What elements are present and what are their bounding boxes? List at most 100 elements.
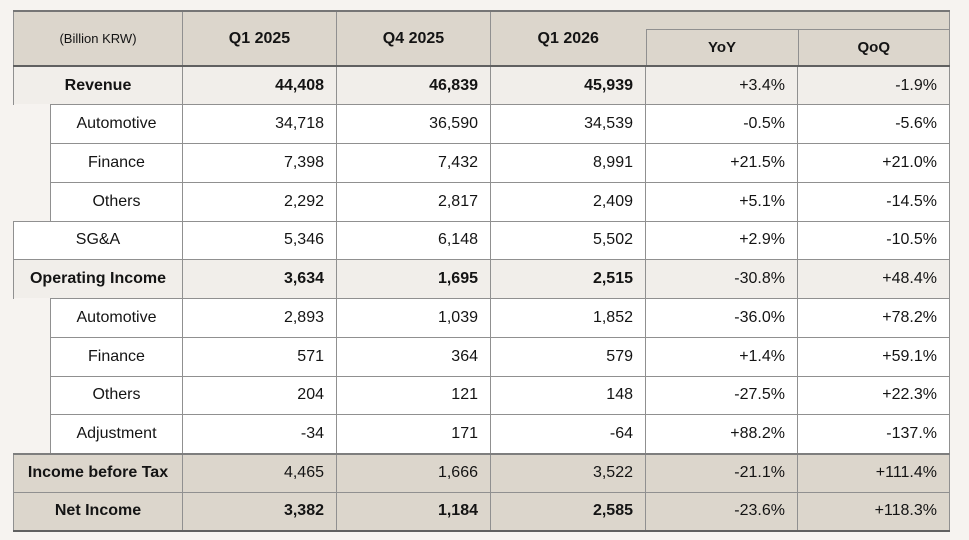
table-row-revenue-finance: Finance 7,398 7,432 8,991 +21.5% +21.0% (14, 143, 950, 183)
value-cell: 7,398 (182, 143, 337, 183)
value-cell: 6,148 (336, 220, 491, 260)
qoq-cell: +118.3% (797, 491, 950, 532)
value-cell: 4,465 (182, 452, 337, 493)
value-cell: 1,184 (336, 491, 491, 532)
column-header-qoq: QoQ (797, 10, 950, 66)
qoq-cell: -10.5% (797, 220, 950, 260)
qoq-cell: +59.1% (797, 336, 950, 376)
yoy-cell: -27.5% (645, 375, 798, 415)
indent-spacer (14, 415, 51, 454)
yoy-cell: +3.4% (645, 65, 798, 105)
value-cell: 2,409 (490, 181, 646, 221)
row-label: Others (50, 181, 183, 221)
value-cell: 2,292 (182, 181, 337, 221)
table-row-sga: SG&A 5,346 6,148 5,502 +2.9% -10.5% (13, 220, 950, 260)
value-cell: 34,539 (490, 104, 646, 144)
value-cell: 2,893 (182, 298, 337, 338)
value-cell: 7,432 (336, 143, 491, 183)
row-label: Automotive (50, 104, 183, 144)
table-row-revenue-automotive: Automotive 34,718 36,590 34,539 -0.5% -5… (14, 104, 950, 144)
value-cell: -64 (490, 414, 646, 454)
value-cell: 1,666 (336, 452, 491, 493)
yoy-cell: -30.8% (645, 259, 798, 299)
indent-spacer (14, 105, 51, 144)
row-label: Income before Tax (13, 452, 183, 493)
value-cell: 8,991 (490, 143, 646, 183)
yoy-cell: -0.5% (645, 104, 798, 144)
indent-spacer (14, 376, 51, 415)
qoq-cell: +111.4% (797, 452, 950, 493)
value-cell: 171 (336, 414, 491, 454)
value-cell: 148 (490, 375, 646, 415)
qoq-header-box: QoQ (797, 29, 949, 65)
yoy-cell: +2.9% (645, 220, 798, 260)
value-cell: 36,590 (336, 104, 491, 144)
column-header-q1-2026: Q1 2026 (490, 10, 646, 66)
row-label: Operating Income (13, 259, 183, 299)
value-cell: 45,939 (490, 65, 646, 105)
value-cell: 3,522 (490, 452, 646, 493)
table-row-operating-income: Operating Income 3,634 1,695 2,515 -30.8… (13, 259, 950, 299)
qoq-cell: -1.9% (797, 65, 950, 105)
column-header-q4-2025: Q4 2025 (336, 10, 491, 66)
value-cell: 5,502 (490, 220, 646, 260)
value-cell: 571 (182, 336, 337, 376)
column-header-yoy: YoY (645, 10, 798, 66)
indent-spacer (14, 337, 51, 376)
indent-spacer (14, 182, 51, 221)
qoq-cell: +22.3% (797, 375, 950, 415)
table-row-revenue-others: Others 2,292 2,817 2,409 +5.1% -14.5% (14, 181, 950, 221)
row-label: Finance (50, 336, 183, 376)
row-label: Adjustment (50, 414, 183, 454)
qoq-cell: +21.0% (797, 143, 950, 183)
table-row-net-income: Net Income 3,382 1,184 2,585 -23.6% +118… (13, 491, 950, 532)
yoy-cell: +88.2% (645, 414, 798, 454)
financial-results-table: (Billion KRW) Q1 2025 Q4 2025 Q1 2026 Yo… (13, 10, 950, 532)
value-cell: 1,695 (336, 259, 491, 299)
value-cell: -34 (182, 414, 337, 454)
row-label: Others (50, 375, 183, 415)
table-row-oi-others: Others 204 121 148 -27.5% +22.3% (14, 375, 950, 415)
value-cell: 2,515 (490, 259, 646, 299)
unit-header: (Billion KRW) (13, 10, 183, 66)
value-cell: 44,408 (182, 65, 337, 105)
yoy-cell: -21.1% (645, 452, 798, 493)
value-cell: 579 (490, 336, 646, 376)
qoq-cell: -137.% (797, 414, 950, 454)
value-cell: 1,852 (490, 298, 646, 338)
qoq-cell: +78.2% (797, 298, 950, 338)
value-cell: 1,039 (336, 298, 491, 338)
value-cell: 46,839 (336, 65, 491, 105)
qoq-cell: -5.6% (797, 104, 950, 144)
yoy-cell: -23.6% (645, 491, 798, 532)
value-cell: 121 (336, 375, 491, 415)
value-cell: 3,382 (182, 491, 337, 532)
value-cell: 5,346 (182, 220, 337, 260)
indent-spacer (14, 299, 51, 338)
row-label: SG&A (13, 220, 183, 260)
qoq-cell: +48.4% (797, 259, 950, 299)
table-row-oi-automotive: Automotive 2,893 1,039 1,852 -36.0% +78.… (14, 298, 950, 338)
yoy-cell: +1.4% (645, 336, 798, 376)
value-cell: 2,817 (336, 181, 491, 221)
qoq-cell: -14.5% (797, 181, 950, 221)
table-row-oi-finance: Finance 571 364 579 +1.4% +59.1% (14, 336, 950, 376)
yoy-cell: +5.1% (645, 181, 798, 221)
yoy-header-box: YoY (645, 29, 798, 65)
table-row-revenue: Revenue 44,408 46,839 45,939 +3.4% -1.9% (13, 65, 950, 105)
value-cell: 204 (182, 375, 337, 415)
table-row-income-before-tax: Income before Tax 4,465 1,666 3,522 -21.… (13, 452, 950, 493)
value-cell: 364 (336, 336, 491, 376)
value-cell: 3,634 (182, 259, 337, 299)
indent-spacer (14, 144, 51, 183)
row-label: Automotive (50, 298, 183, 338)
yoy-cell: +21.5% (645, 143, 798, 183)
table-row-oi-adjustment: Adjustment -34 171 -64 +88.2% -137.% (14, 414, 950, 454)
column-header-q1-2025: Q1 2025 (182, 10, 337, 66)
row-label: Revenue (13, 65, 183, 105)
value-cell: 2,585 (490, 491, 646, 532)
row-label: Finance (50, 143, 183, 183)
header-row: (Billion KRW) Q1 2025 Q4 2025 Q1 2026 Yo… (13, 10, 950, 66)
value-cell: 34,718 (182, 104, 337, 144)
